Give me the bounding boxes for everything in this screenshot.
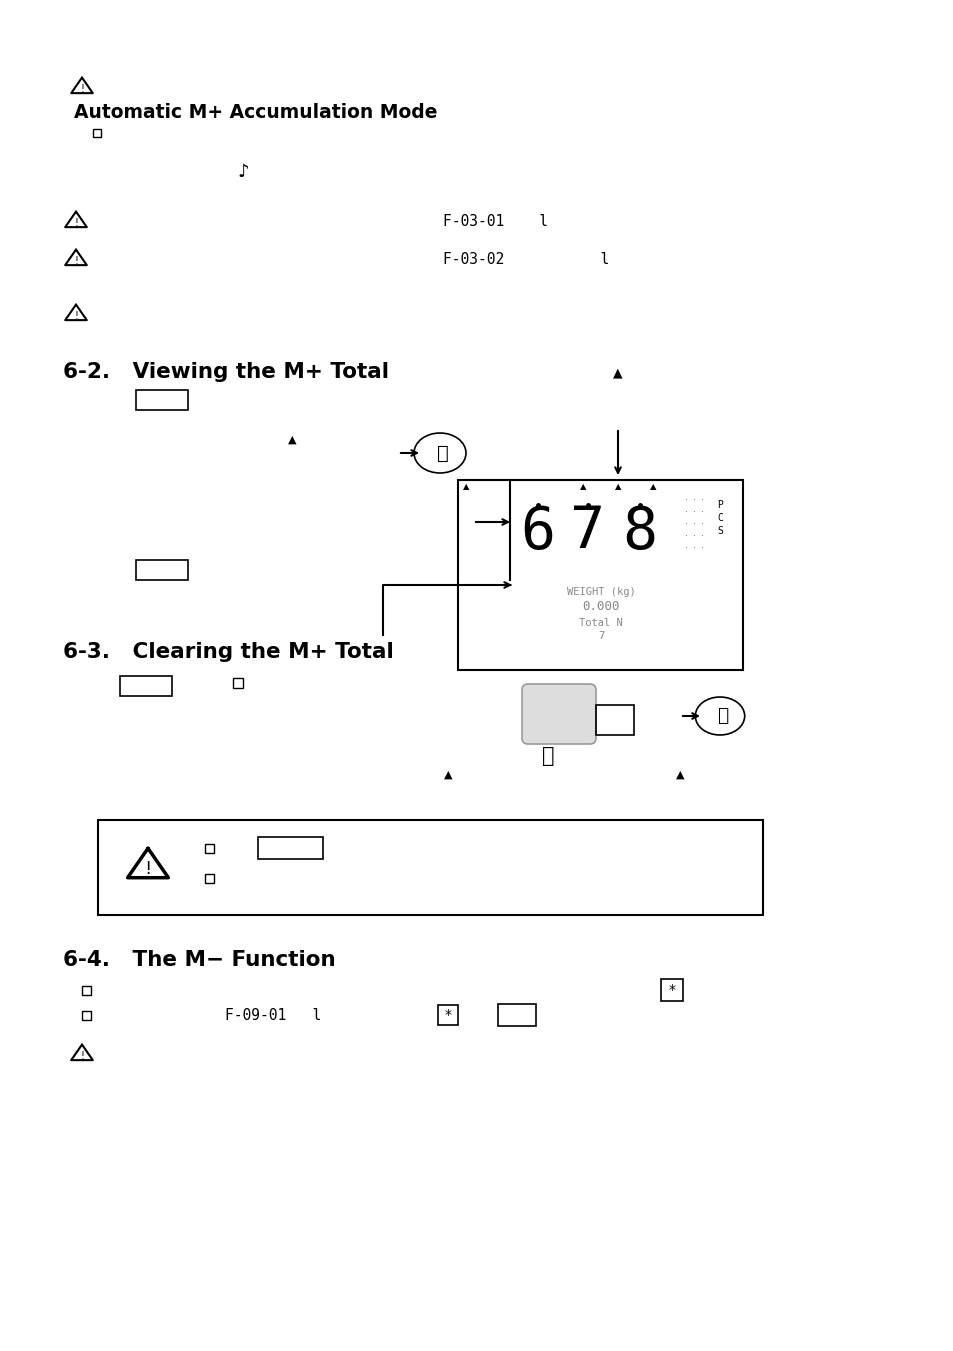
Text: 7: 7: [598, 631, 603, 640]
Text: ▲: ▲: [462, 482, 469, 492]
Bar: [136, 390, 188, 409]
Text: F-03-02           l: F-03-02 l: [442, 253, 609, 267]
Text: ▲: ▲: [443, 770, 452, 780]
Bar: [457, 480, 742, 670]
Text: 6-2.   Viewing the M+ Total: 6-2. Viewing the M+ Total: [63, 362, 389, 382]
Text: ✋: ✋: [541, 746, 554, 766]
Text: ▲: ▲: [288, 435, 296, 444]
Text: ▲: ▲: [649, 482, 656, 492]
Bar: [660, 979, 682, 1001]
Text: 6-4.   The M− Function: 6-4. The M− Function: [63, 950, 335, 970]
Text: !: !: [74, 311, 78, 320]
Ellipse shape: [695, 697, 744, 735]
Text: ▲: ▲: [579, 482, 586, 492]
Text: F-09-01   l: F-09-01 l: [225, 1008, 321, 1023]
Text: F-03-01    l: F-03-01 l: [442, 215, 547, 230]
Text: P: P: [717, 500, 722, 509]
Bar: [82, 985, 91, 994]
Bar: [257, 838, 323, 859]
Bar: [437, 1005, 457, 1025]
Text: ▲: ▲: [614, 482, 620, 492]
Text: *: *: [444, 1008, 451, 1021]
Text: !: !: [80, 1051, 84, 1061]
Text: ✋: ✋: [717, 707, 728, 725]
Text: !: !: [74, 255, 78, 266]
Bar: [82, 1011, 91, 1020]
FancyBboxPatch shape: [521, 684, 596, 744]
Bar: [596, 705, 634, 735]
Bar: [205, 843, 214, 852]
Bar: [136, 561, 188, 580]
Bar: [120, 676, 172, 696]
Text: ▲: ▲: [613, 366, 622, 380]
Text: !: !: [74, 218, 78, 228]
Text: WEIGHT (kg): WEIGHT (kg): [566, 586, 635, 597]
Bar: [205, 874, 214, 882]
Text: Total N: Total N: [578, 617, 622, 628]
Text: ♪: ♪: [237, 163, 249, 181]
Text: *: *: [668, 984, 675, 997]
Text: !: !: [80, 84, 84, 93]
Text: 0.000: 0.000: [581, 600, 619, 613]
Text: 6: 6: [520, 504, 555, 561]
Text: S: S: [717, 526, 722, 536]
Bar: [497, 1004, 536, 1025]
Ellipse shape: [414, 434, 465, 473]
Bar: [233, 678, 243, 688]
Text: !: !: [144, 861, 152, 878]
Text: Automatic M+ Accumulation Mode: Automatic M+ Accumulation Mode: [74, 103, 437, 122]
Text: ▲: ▲: [675, 770, 683, 780]
Text: 6-3.   Clearing the M+ Total: 6-3. Clearing the M+ Total: [63, 642, 394, 662]
Bar: [92, 128, 101, 136]
Bar: [98, 820, 762, 915]
Text: C: C: [717, 513, 722, 523]
Text: 8: 8: [621, 504, 657, 561]
Text: ✋: ✋: [436, 443, 449, 462]
Text: 7: 7: [570, 504, 605, 561]
